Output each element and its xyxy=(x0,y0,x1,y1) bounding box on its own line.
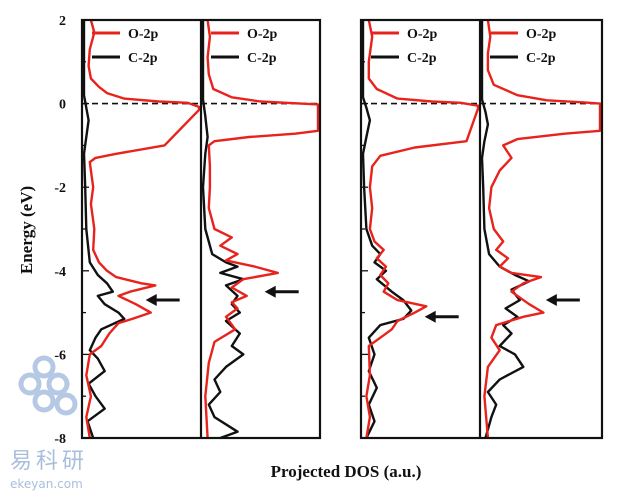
legend-label: C-2p xyxy=(128,51,158,66)
y-tick-label: -2 xyxy=(54,181,66,196)
series-line-o-2p xyxy=(483,19,602,439)
y-axis-label: Energy (eV) xyxy=(17,186,36,274)
arrow-icon xyxy=(145,294,180,307)
watermark-logo-icon xyxy=(18,355,78,416)
series-line-c-2p xyxy=(480,20,531,439)
dos-panel-2: O-2p C-2p xyxy=(201,19,320,440)
y-tick-label: 0 xyxy=(59,98,66,113)
dos-panel-3: O-2p C-2p xyxy=(361,19,480,439)
legend-label: C-2p xyxy=(407,51,437,66)
series-line-o-2p xyxy=(85,19,201,439)
legend-label: C-2p xyxy=(526,51,556,66)
y-tick-label: -8 xyxy=(54,432,66,447)
legend-item-c-2p: C-2p xyxy=(490,51,556,66)
dos-panel-1: O-2p C-2p xyxy=(82,19,201,439)
legend-item-o-2p: O-2p xyxy=(92,27,159,42)
watermark-url: ekeyan.com xyxy=(10,477,83,491)
legend-label: O-2p xyxy=(128,27,159,42)
legend-item-c-2p: C-2p xyxy=(211,51,277,66)
series-line-c-2p xyxy=(201,20,245,440)
legend-item-o-2p: O-2p xyxy=(371,27,438,42)
arrow-icon xyxy=(264,285,299,298)
watermark-cn: 易科研 xyxy=(10,449,88,474)
legend-item-o-2p: O-2p xyxy=(211,27,278,42)
legend-label: C-2p xyxy=(247,51,277,66)
panel-group-frame-2 xyxy=(359,18,604,440)
legend-item-o-2p: O-2p xyxy=(490,27,557,42)
legend-label: O-2p xyxy=(526,27,557,42)
series-line-o-2p xyxy=(204,19,320,439)
legend-item-c-2p: C-2p xyxy=(371,51,437,66)
series-line-c-2p xyxy=(82,20,126,439)
legend-item-c-2p: C-2p xyxy=(92,51,158,66)
watermark: 易科研 ekeyan.com xyxy=(10,355,88,491)
series-line-o-2p xyxy=(365,19,480,439)
arrow-icon xyxy=(545,294,580,307)
arrow-icon xyxy=(424,310,459,323)
y-tick-label: 2 xyxy=(59,14,66,29)
x-axis-label: Projected DOS (a.u.) xyxy=(271,462,422,481)
legend-label: O-2p xyxy=(247,27,278,42)
y-tick-label: -6 xyxy=(54,348,66,363)
legend-label: O-2p xyxy=(407,27,438,42)
y-tick-label: -4 xyxy=(54,265,66,280)
plot-area: 2 0 -2 -4 -6 -8 O-2p C-2p O-2p C-2p O-2p C-2p O-2p C-… xyxy=(54,14,604,447)
dos-panel-4: O-2p C-2p xyxy=(480,19,602,439)
